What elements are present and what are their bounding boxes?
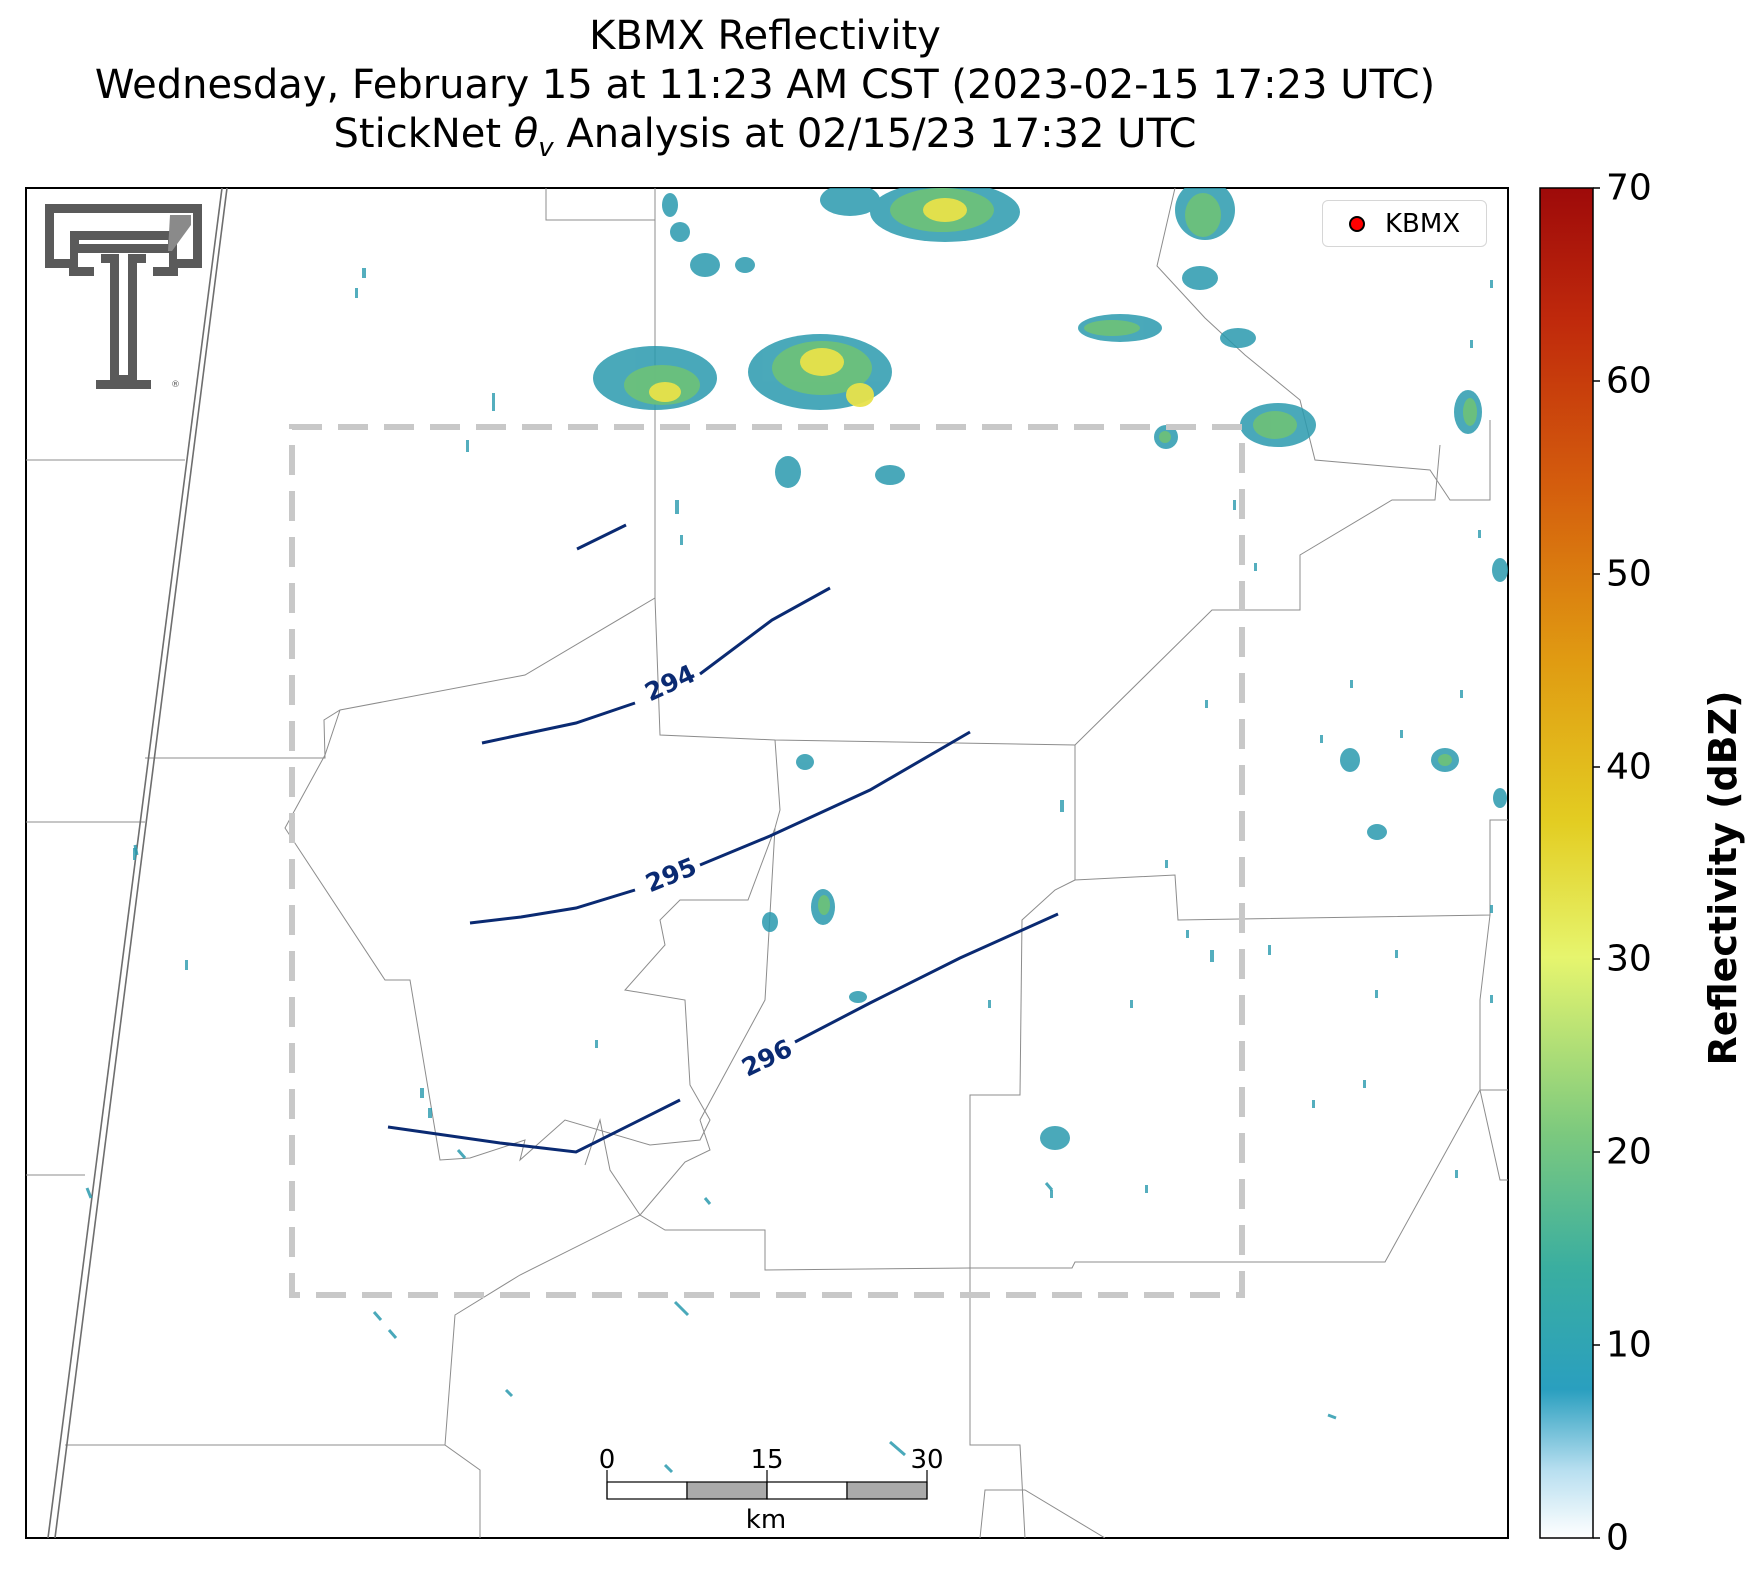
colorbar-tick-label: 20 (1606, 1131, 1652, 1173)
colorbar (1539, 187, 1594, 1539)
analysis-domain-box (289, 424, 1245, 1298)
colorbar-tick-label: 40 (1606, 746, 1652, 788)
colorbar-tick-label: 50 (1606, 553, 1652, 595)
scale-bar-tick-label: 15 (750, 1445, 784, 1475)
contour-294-line (481, 586, 831, 745)
colorbar-tick-label: 0 (1606, 1517, 1629, 1559)
theta-symbol: θ (513, 111, 539, 157)
scale-bar-unit: km (745, 1505, 787, 1535)
colorbar-tick-label: 60 (1606, 360, 1652, 402)
radar-echoes (85, 188, 1508, 1474)
county-boundaries (26, 188, 1508, 1538)
theta-subscript: v (538, 133, 553, 163)
theta-subscript-text: v (538, 133, 554, 163)
legend-label: KBMX (1385, 208, 1461, 239)
colorbar-tick-label: 30 (1606, 938, 1652, 980)
scale-bar-tick-label: 0 (598, 1445, 616, 1475)
scale-bar-tick-label: 30 (910, 1445, 944, 1475)
colorbar-ticks (1593, 187, 1600, 1539)
scale-bar (606, 1470, 928, 1500)
title-radar-name: KBMX Reflectivity (589, 13, 941, 59)
svg-text:®: ® (171, 380, 180, 390)
colorbar-tick-label: 10 (1606, 1324, 1652, 1366)
theta-v-contours (387, 523, 1059, 1154)
texas-tech-double-t-logo: ® (45, 204, 202, 390)
title-analysis: StickNet θv Analysis at 02/15/23 17:32 U… (0, 110, 1530, 173)
figure-title: KBMX Reflectivity Wednesday, February 15… (0, 12, 1530, 173)
radar-site-marker-icon (1349, 215, 1365, 232)
contour-296-line (387, 912, 1059, 1154)
map-legend: KBMX (1322, 200, 1487, 247)
title-timestamp: Wednesday, February 15 at 11:23 AM CST (… (94, 62, 1436, 108)
colorbar-tick-label: 70 (1606, 167, 1652, 209)
colorbar-title: Reflectivity (dBZ) (1701, 690, 1745, 1066)
title-analysis-prefix: StickNet (333, 111, 514, 157)
contour-segment-top (576, 523, 627, 551)
state-boundary (47, 188, 228, 1538)
title-analysis-suffix: Analysis at 02/15/23 17:32 UTC (553, 111, 1197, 157)
contour-295-line (469, 730, 971, 925)
